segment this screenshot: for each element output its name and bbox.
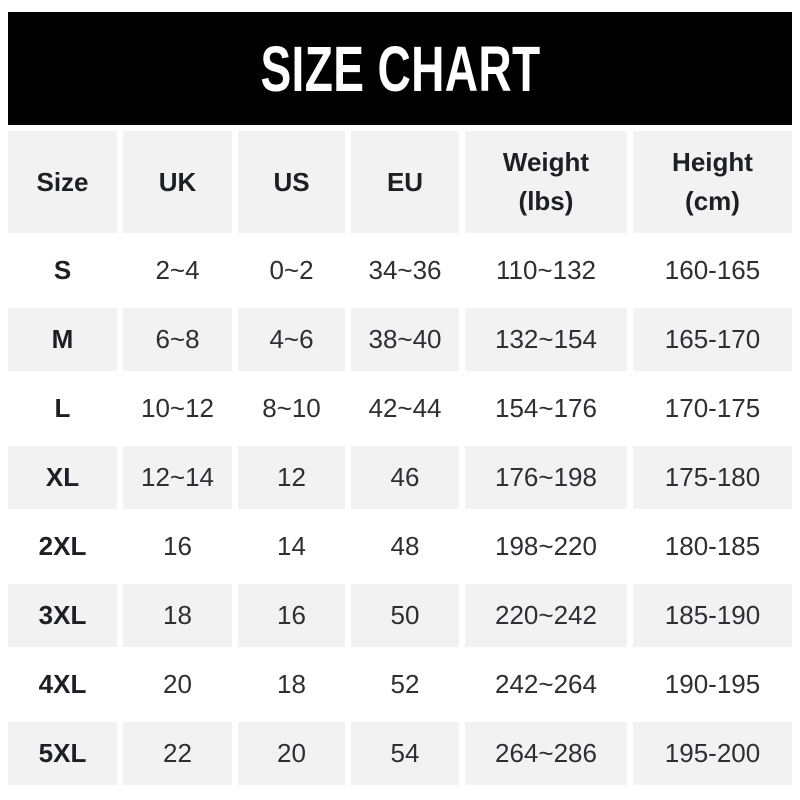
header-cell-eu: EU [351,131,459,233]
eu-cell: 42~44 [351,377,459,440]
weight-cell: 242~264 [465,653,627,716]
header-cell-uk: UK [123,131,232,233]
header-cell-us: US [238,131,345,233]
size-cell: 3XL [8,584,117,647]
weight-cell: 264~286 [465,722,627,785]
table-row-xl: XL 12~14 12 46 176~198 175-180 [8,446,792,509]
size-chart-banner: SIZE CHART [8,12,792,125]
weight-cell: 220~242 [465,584,627,647]
size-cell: M [8,308,117,371]
table-row-4xl: 4XL 20 18 52 242~264 190-195 [8,653,792,716]
uk-cell: 22 [123,722,232,785]
us-cell: 8~10 [238,377,345,440]
uk-cell: 12~14 [123,446,232,509]
weight-cell: 198~220 [465,515,627,578]
weight-cell: 176~198 [465,446,627,509]
weight-cell: 132~154 [465,308,627,371]
header-cell-size: Size [8,131,117,233]
table-row-s: S 2~4 0~2 34~36 110~132 160-165 [8,239,792,302]
size-cell: 4XL [8,653,117,716]
header-cell-weight: Weight (lbs) [465,131,627,233]
us-cell: 16 [238,584,345,647]
weight-cell: 110~132 [465,239,627,302]
size-table: Size UK US EU Weight (lbs) Height (cm) S… [8,131,792,785]
eu-cell: 34~36 [351,239,459,302]
eu-cell: 52 [351,653,459,716]
height-cell: 160-165 [633,239,792,302]
height-cell: 180-185 [633,515,792,578]
eu-cell: 46 [351,446,459,509]
us-cell: 0~2 [238,239,345,302]
height-cell: 170-175 [633,377,792,440]
size-cell: L [8,377,117,440]
table-row-m: M 6~8 4~6 38~40 132~154 165-170 [8,308,792,371]
uk-cell: 20 [123,653,232,716]
size-cell: 5XL [8,722,117,785]
eu-cell: 50 [351,584,459,647]
table-row-3xl: 3XL 18 16 50 220~242 185-190 [8,584,792,647]
uk-cell: 18 [123,584,232,647]
height-cell: 175-180 [633,446,792,509]
height-cell: 185-190 [633,584,792,647]
us-cell: 18 [238,653,345,716]
uk-cell: 6~8 [123,308,232,371]
us-cell: 4~6 [238,308,345,371]
size-cell: XL [8,446,117,509]
header-cell-height: Height (cm) [633,131,792,233]
uk-cell: 2~4 [123,239,232,302]
table-header-row: Size UK US EU Weight (lbs) Height (cm) [8,131,792,233]
table-row-l: L 10~12 8~10 42~44 154~176 170-175 [8,377,792,440]
uk-cell: 16 [123,515,232,578]
eu-cell: 54 [351,722,459,785]
table-row-5xl: 5XL 22 20 54 264~286 195-200 [8,722,792,785]
height-cell: 190-195 [633,653,792,716]
height-cell: 165-170 [633,308,792,371]
eu-cell: 48 [351,515,459,578]
page-title: SIZE CHART [259,32,541,105]
us-cell: 12 [238,446,345,509]
us-cell: 20 [238,722,345,785]
weight-cell: 154~176 [465,377,627,440]
eu-cell: 38~40 [351,308,459,371]
size-cell: 2XL [8,515,117,578]
table-row-2xl: 2XL 16 14 48 198~220 180-185 [8,515,792,578]
us-cell: 14 [238,515,345,578]
size-cell: S [8,239,117,302]
height-cell: 195-200 [633,722,792,785]
uk-cell: 10~12 [123,377,232,440]
